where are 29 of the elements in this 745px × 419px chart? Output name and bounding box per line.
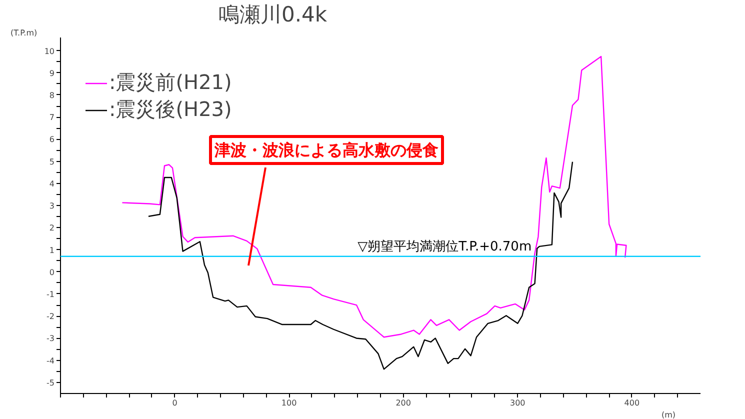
annotation: 津波・波浪による高水敷の侵食 [214, 140, 438, 160]
y-tick-label: 1 [49, 246, 55, 255]
line-series [148, 161, 574, 370]
x-tick-label: 0 [172, 398, 178, 408]
y-tick-label: -2 [46, 312, 55, 322]
ref-line-label: ▽朔望平均満潮位T.P.+0.70m [358, 239, 532, 254]
x-tick-label: 200 [396, 398, 412, 408]
y-tick-label: 6 [49, 135, 55, 144]
y-tick-label: -5 [46, 378, 55, 388]
x-tick-label: 300 [510, 398, 526, 408]
legend-label: :震災後(H23) [109, 96, 232, 123]
y-tick-label: -4 [46, 356, 55, 366]
y-tick-label: 8 [49, 90, 55, 100]
chart-title: 鳴瀬川0.4k [218, 2, 328, 26]
y-tick-label: 10 [44, 46, 55, 56]
x-axis-title: (m) [661, 410, 676, 419]
y-tick-label: 4 [49, 179, 55, 188]
y-tick-label: 2 [49, 224, 55, 233]
y-tick-label: 9 [49, 68, 55, 78]
y-axis-title: (T.P.m) [10, 28, 38, 38]
x-tick-label: 400 [624, 398, 640, 408]
x-tick-label: 100 [281, 398, 297, 408]
y-tick-label: -1 [46, 290, 55, 299]
y-tick-label: -3 [46, 334, 55, 344]
legend-label: :震災前(H21) [109, 69, 232, 96]
y-tick-label: 7 [49, 113, 55, 122]
y-tick-label: 5 [49, 157, 55, 166]
y-tick-label: 0 [49, 268, 55, 277]
y-tick-label: 3 [49, 202, 55, 211]
